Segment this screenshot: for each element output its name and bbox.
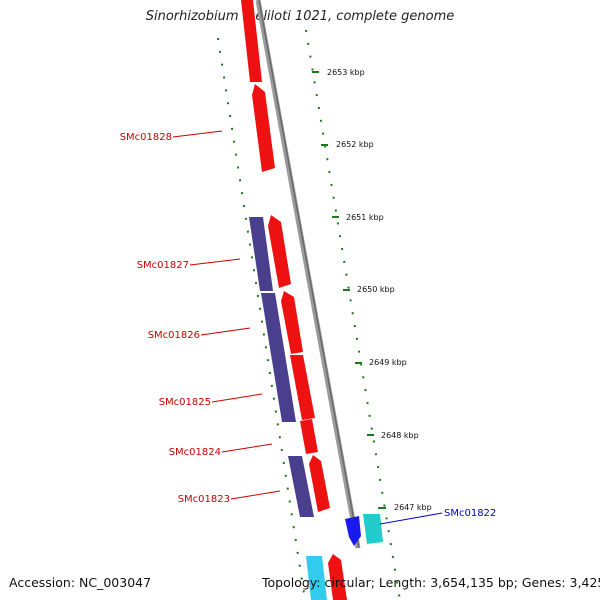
forward-gene-arrow[interactable] [290,355,315,420]
map-title: Sinorhizobium meliloti 1021, complete ge… [145,9,455,24]
reverse-gene-arrow[interactable] [249,217,273,291]
gene-label[interactable]: SMc01828 [120,132,172,143]
gene-label[interactable]: SMc01827 [137,260,189,271]
forward-gene-arrow[interactable] [252,84,275,172]
topology-summary: Topology: circular; Length: 3,654,135 bp… [262,575,600,590]
ruler-label: 2653 kbp [327,68,365,77]
reverse-gene-arrow[interactable] [261,293,296,422]
accession-text: Accession: NC_003047 [9,575,152,590]
backbone-circle [255,0,361,549]
highlight-label-leader [379,512,443,525]
forward-strand-genes [241,0,347,600]
gene-label[interactable]: SMc01826 [148,330,200,341]
forward-gene-arrow[interactable] [268,215,291,288]
ruler-tick-marks [312,71,386,509]
highlight-gene-light[interactable] [363,514,383,544]
ruler-label: 2652 kbp [336,140,374,149]
highlight-gene-light[interactable] [306,556,327,600]
forward-gene-arrow[interactable] [328,554,347,600]
ruler-labels: 2653 kbp 2652 kbp 2651 kbp 2650 kbp 2649… [327,68,432,512]
forward-gene-arrow[interactable] [309,455,330,512]
ruler-label: 2649 kbp [369,358,407,367]
forward-gene-arrow[interactable] [241,0,262,82]
gene-labels: SMc01828 SMc01827 SMc01826 SMc01825 SMc0… [120,132,230,505]
ruler-label: 2648 kbp [381,431,419,440]
ruler-label: 2647 kbp [394,503,432,512]
ruler-label: 2651 kbp [346,213,384,222]
highlight-gene-dark[interactable] [345,516,361,546]
reverse-gene-arrow[interactable] [288,456,314,517]
ruler-label: 2650 kbp [357,285,395,294]
forward-gene-arrow[interactable] [300,419,318,454]
gene-label[interactable]: SMc01825 [159,397,211,408]
reverse-strand-genes [249,217,314,517]
gene-label[interactable]: SMc01824 [169,447,221,458]
highlight-gene-label[interactable]: SMc01822 [444,508,496,519]
gene-label-leaders [172,130,281,500]
gene-label[interactable]: SMc01823 [178,494,230,505]
forward-gene-arrow[interactable] [281,291,303,354]
highlighted-genes [306,514,383,600]
inner-dotted-circle [305,29,401,600]
